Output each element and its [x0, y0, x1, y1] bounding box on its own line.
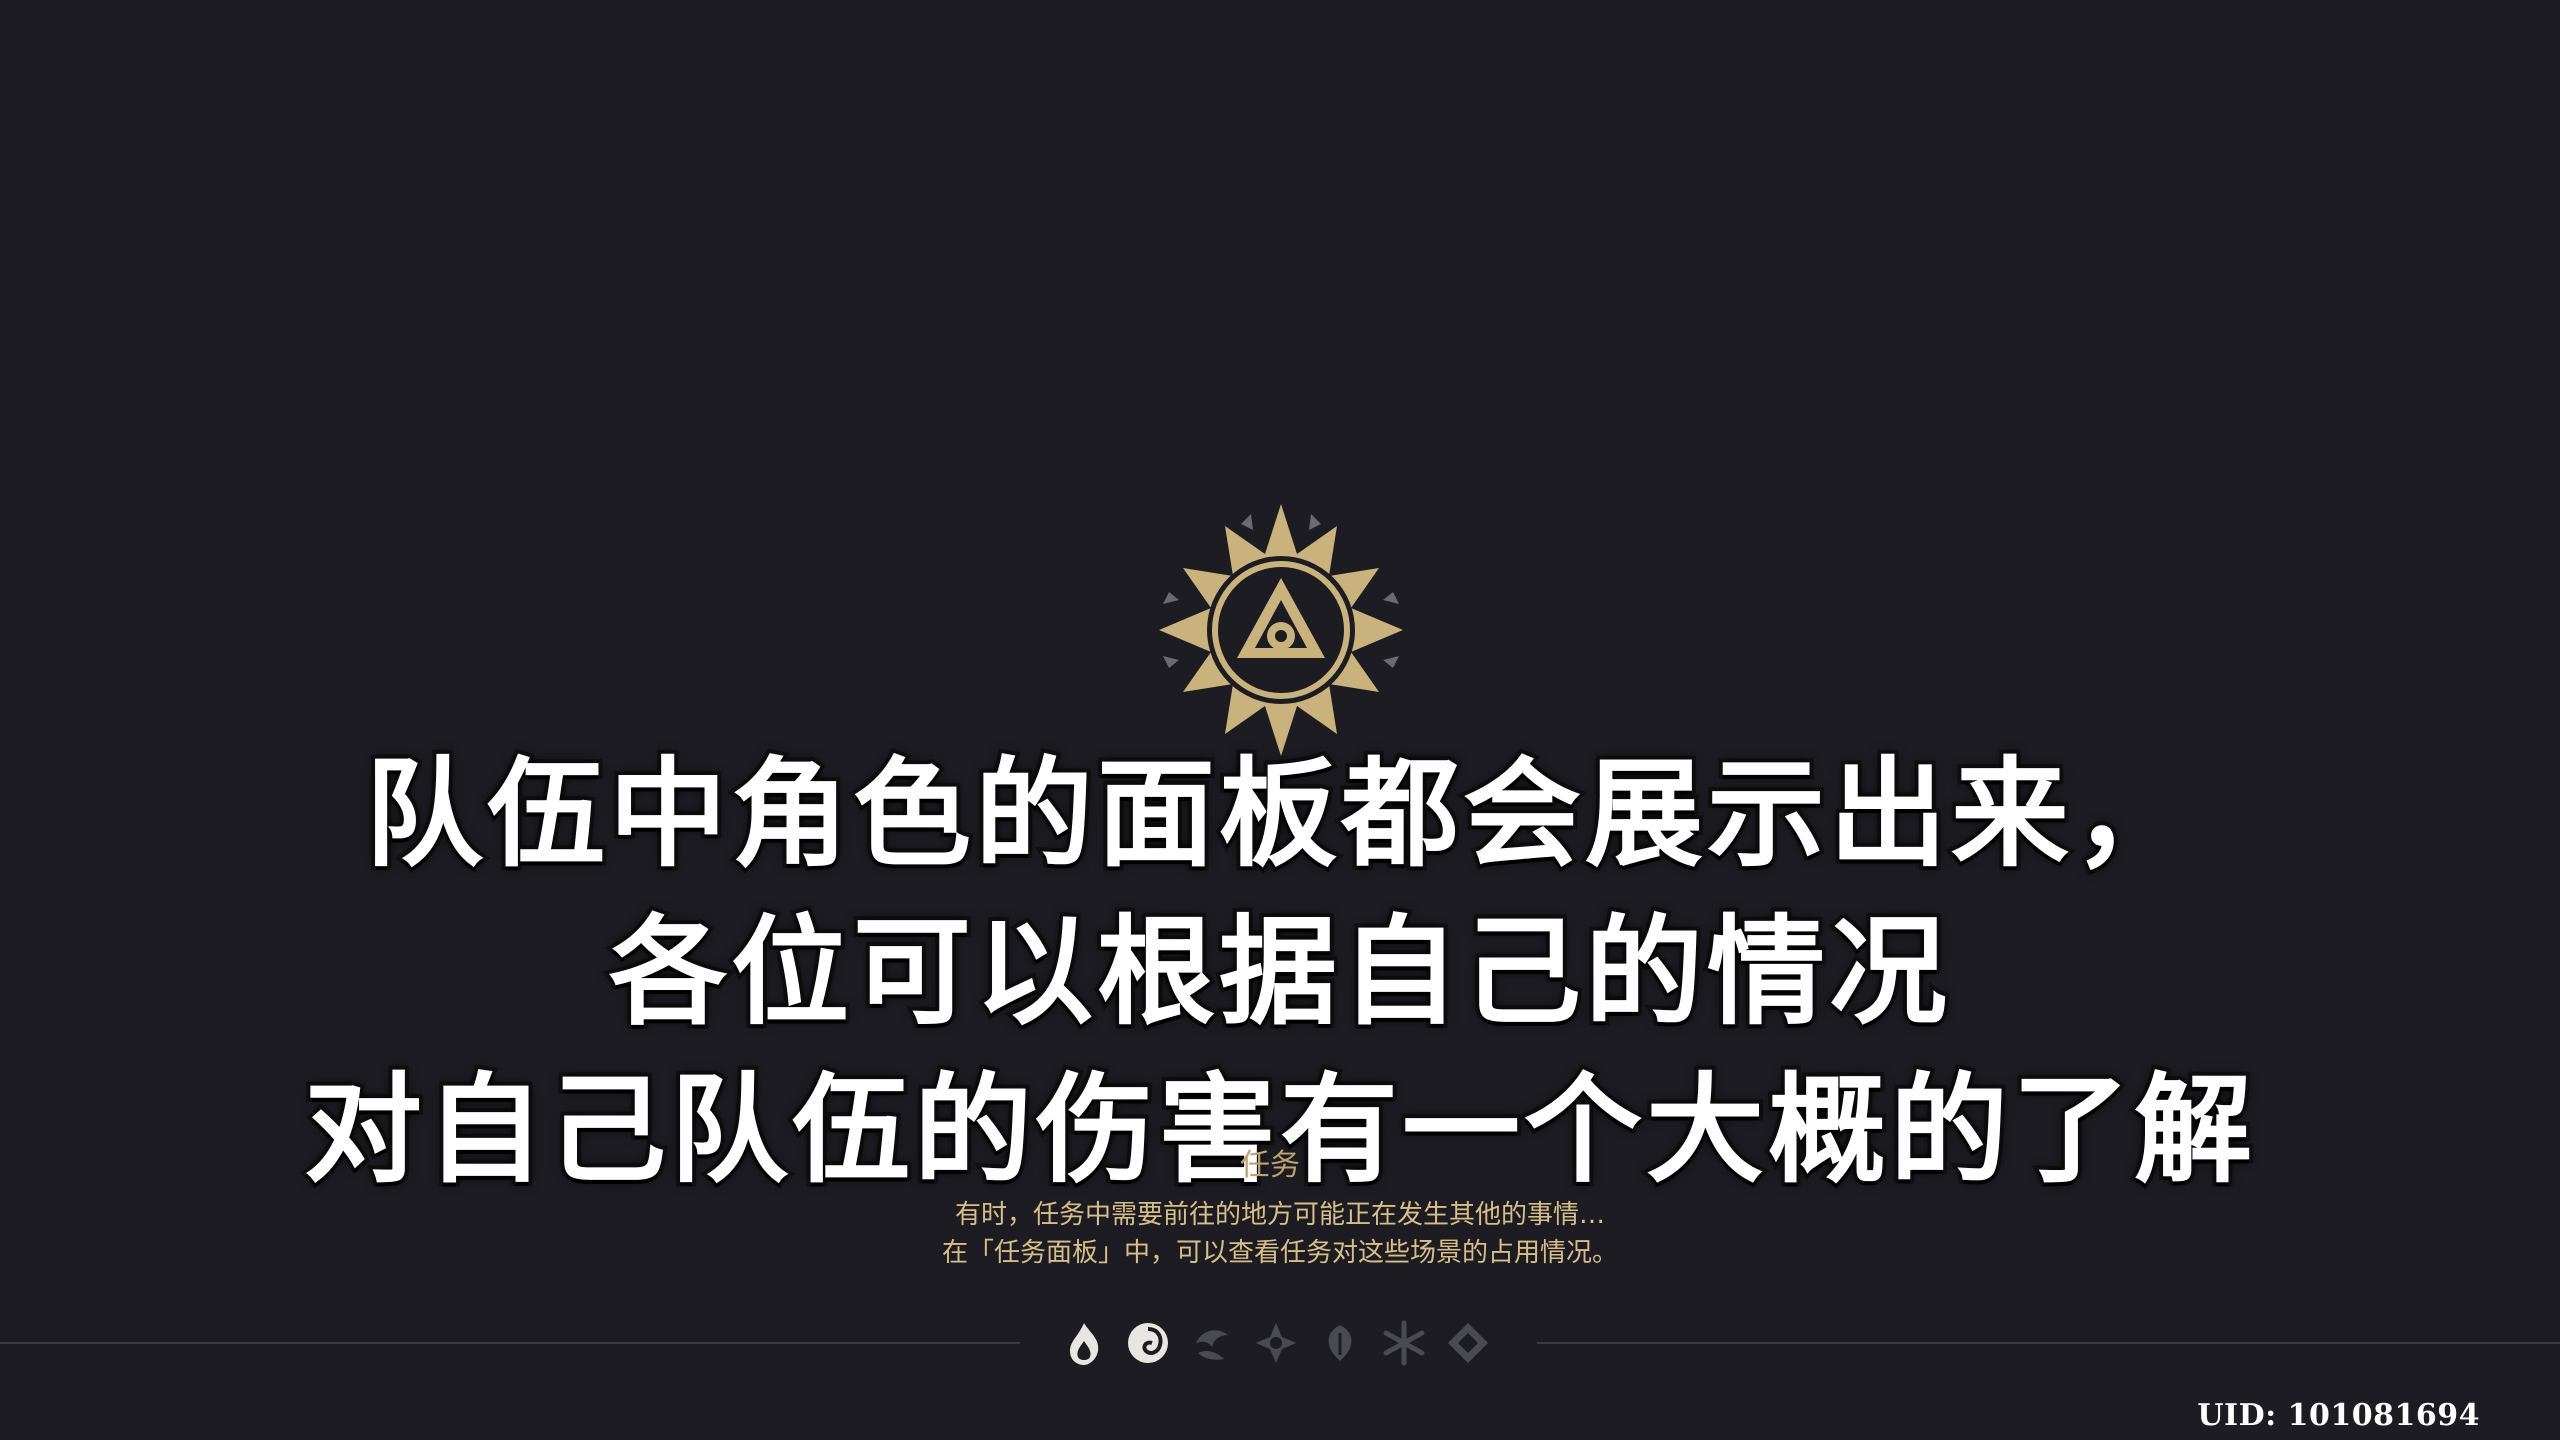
subtitle-line-1: 队伍中角色的面板都会展示出来， [361, 741, 2195, 887]
tip-line-1: 有时，任务中需要前往的地方可能正在发生其他的事情… [954, 1200, 1605, 1230]
divider-left [0, 1342, 1020, 1344]
electro-icon [1247, 1314, 1305, 1372]
uid-label: UID: 101081694 [2197, 1398, 2480, 1433]
subtitle-line-2: 各位可以根据自己的情况 [605, 899, 1951, 1045]
element-progress-row [1055, 1312, 1515, 1374]
tip-line-2: 在「任务面板」中，可以查看任务对这些场景的占用情况。 [941, 1238, 1618, 1268]
loading-tip: 有时，任务中需要前往的地方可能正在发生其他的事情… 在「任务面板」中，可以查看任… [0, 1196, 2560, 1272]
subtitle-line-3: 对自己队伍的伤害有一个大概的了解 [300, 1057, 2256, 1203]
dendro-icon [1311, 1314, 1369, 1372]
hydro-icon [1119, 1314, 1177, 1372]
emblem-icon [1159, 504, 1403, 756]
quest-label: 任务 [1240, 1148, 1300, 1183]
subtitle-block: 队伍中角色的面板都会展示出来， 各位可以根据自己的情况 对自己队伍的伤害有一个大… [0, 735, 2560, 1209]
geo-icon [1439, 1314, 1497, 1372]
anemo-icon [1183, 1314, 1241, 1372]
divider-right [1537, 1342, 2560, 1344]
pyro-icon [1055, 1314, 1113, 1372]
cryo-icon [1375, 1314, 1433, 1372]
